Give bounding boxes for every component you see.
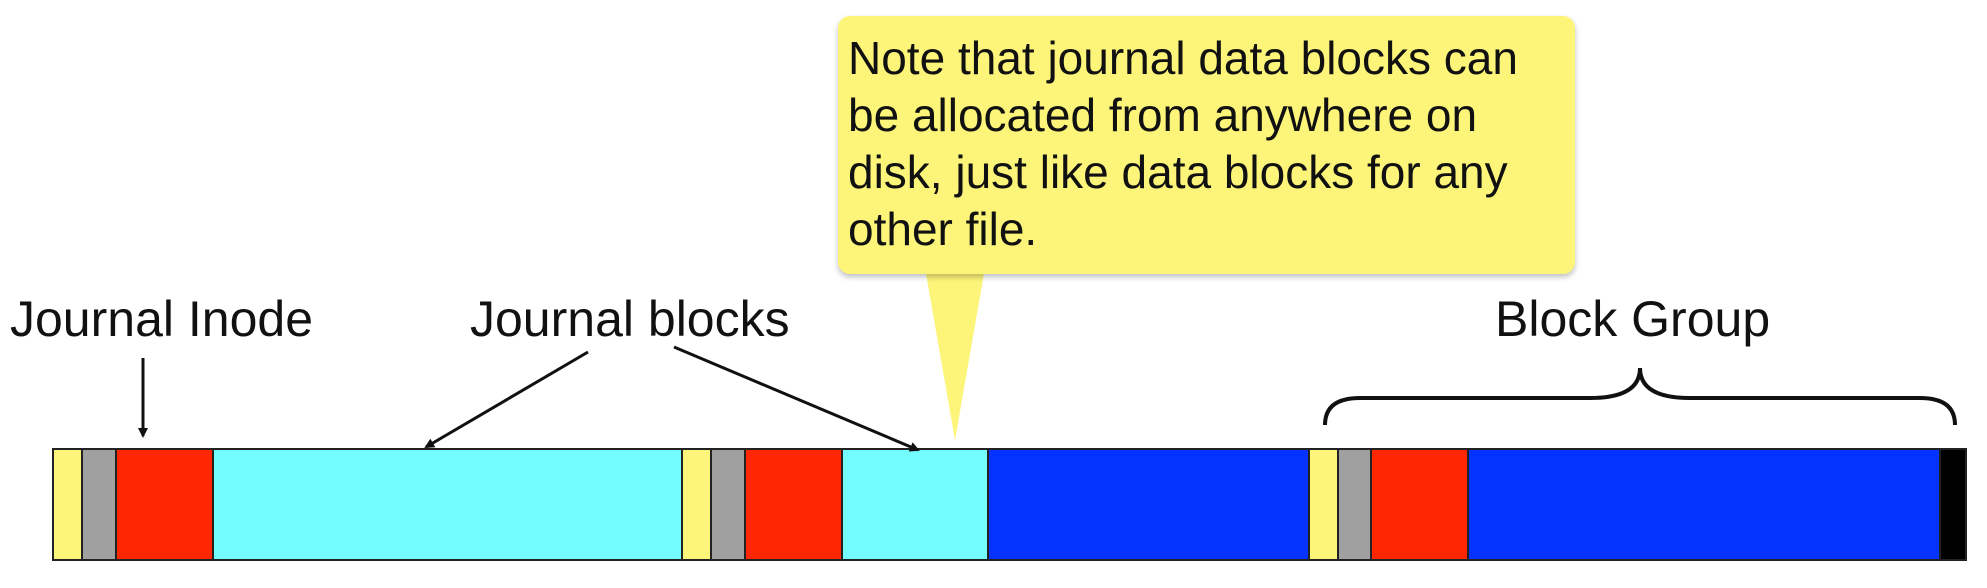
inode-table-segment-2 — [744, 448, 843, 561]
superblock-segment-1 — [52, 448, 83, 561]
journal-inode-label: Journal Inode — [10, 291, 314, 347]
inode-table-segment-1 — [115, 448, 214, 561]
superblock-segment-2 — [681, 448, 712, 561]
bitmap-segment-3 — [1337, 448, 1372, 561]
superblock-segment-3 — [1308, 448, 1339, 561]
block-group-brace — [1323, 367, 1957, 426]
inode-table-segment-3 — [1370, 448, 1469, 561]
data-block-segment-2 — [1467, 448, 1941, 561]
journal-block-segment-2 — [841, 448, 989, 561]
bitmap-segment-2 — [710, 448, 746, 561]
callout-text: Note that journal data blocks can be all… — [848, 32, 1518, 255]
journal-blocks-arrow-left — [424, 350, 589, 449]
disk-bar — [52, 448, 1967, 561]
journal-blocks-arrow-right — [673, 345, 920, 452]
journal-blocks-label: Journal blocks — [470, 291, 790, 347]
bitmap-segment-1 — [81, 448, 117, 561]
block-group-label: Block Group — [1495, 291, 1771, 347]
callout-box — [838, 16, 1575, 274]
data-block-segment-1 — [987, 448, 1310, 561]
callout-tail — [925, 268, 985, 440]
end-marker-segment — [1939, 448, 1967, 561]
journal-block-segment-1 — [212, 448, 683, 561]
